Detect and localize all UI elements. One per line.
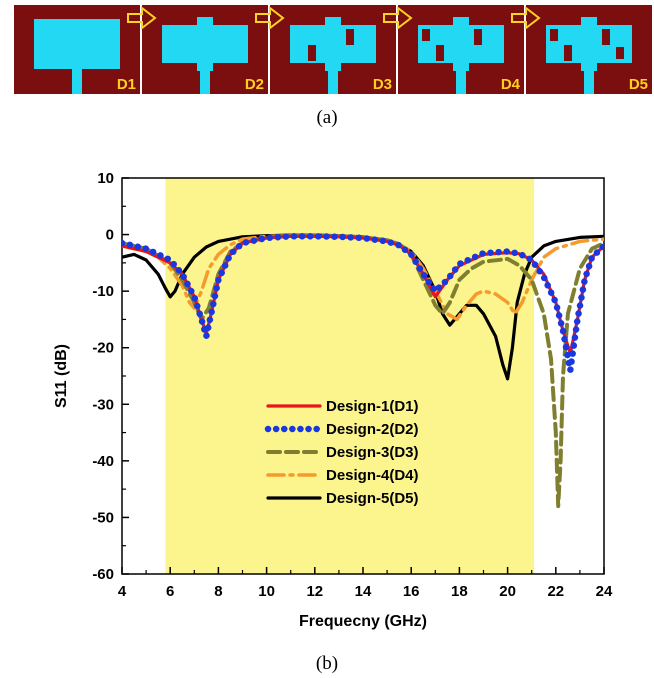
x-tick-label: 22 [547, 583, 564, 600]
feed-line [200, 65, 210, 94]
legend-label-1: Design-1(D1) [326, 398, 419, 415]
slot [422, 29, 430, 41]
slot [474, 29, 482, 45]
series-line-2 [122, 233, 604, 374]
slot [550, 29, 558, 41]
right-arrow-icon [127, 5, 157, 31]
design-label: D4 [501, 76, 521, 93]
x-tick-label: 20 [499, 583, 516, 600]
feed-line [456, 65, 466, 94]
y-tick-label: -40 [92, 453, 114, 470]
x-axis-label: Frequecny (GHz) [299, 613, 427, 630]
y-tick-label: -20 [92, 340, 114, 357]
x-tick-label: 16 [403, 583, 420, 600]
x-tick-label: 8 [214, 583, 222, 600]
design-label: D3 [373, 76, 392, 93]
y-tick-label: 0 [106, 227, 114, 244]
feed-line [584, 65, 594, 94]
y-axis-label: S11 (dB) [53, 344, 70, 408]
feed-line [328, 65, 338, 94]
design-label: D2 [245, 76, 264, 93]
x-tick-label: 14 [355, 583, 372, 600]
y-tick-label: -10 [92, 283, 114, 300]
feed-line [72, 65, 82, 94]
design-panel-3: D3 [270, 5, 396, 94]
design-label: D1 [117, 76, 136, 93]
right-arrow-icon [255, 5, 285, 31]
highlight-band [165, 178, 535, 574]
legend-label-4: Design-4(D4) [326, 467, 419, 484]
x-tick-label: 24 [596, 583, 613, 600]
x-tick-label: 10 [258, 583, 275, 600]
radiating-patch [34, 19, 120, 69]
design-panel-2: D2 [142, 5, 268, 94]
patch-stub [197, 17, 213, 71]
slot [616, 47, 624, 59]
design-panel-4: D4 [398, 5, 524, 94]
y-tick-label: 10 [97, 170, 114, 187]
slot [346, 29, 354, 45]
x-tick-label: 6 [166, 583, 174, 600]
legend-label-5: Design-5(D5) [326, 490, 419, 507]
caption-b: (b) [315, 653, 339, 674]
design-label: D5 [629, 76, 648, 93]
x-tick-label: 18 [451, 583, 468, 600]
legend-label-3: Design-3(D3) [326, 444, 419, 461]
design-panel-5: D5 [526, 5, 652, 94]
patch-stub [581, 17, 597, 71]
y-tick-label: -50 [92, 509, 114, 526]
slot [564, 45, 572, 61]
antenna-designs-strip: D1 D2 D3 D4 D5 [14, 5, 652, 94]
s11-chart: 4 6 8 10 12 14 16 18 20 22 24 10 0 -10 -20 -30 -40 -50 -60… [53, 170, 613, 630]
slot [602, 29, 610, 45]
slot [436, 45, 444, 61]
x-tick-label: 12 [306, 583, 323, 600]
design-panel-1: D1 [14, 5, 140, 94]
slot [308, 45, 316, 61]
caption-a: (a) [316, 107, 338, 128]
right-arrow-icon [383, 5, 413, 31]
right-arrow-icon [511, 5, 541, 31]
y-tick-label: -60 [92, 566, 114, 583]
patch-stub [325, 17, 341, 71]
y-tick-label: -30 [92, 396, 114, 413]
patch-stub [453, 17, 469, 71]
x-tick-label: 4 [118, 583, 127, 600]
legend-label-2: Design-2(D2) [326, 421, 419, 438]
